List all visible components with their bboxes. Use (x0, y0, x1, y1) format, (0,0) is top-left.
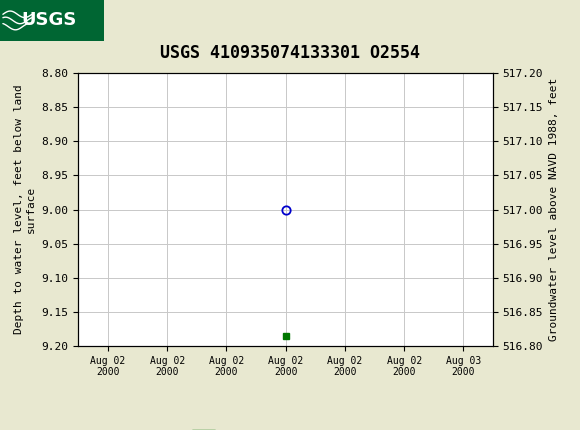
Text: USGS 410935074133301 O2554: USGS 410935074133301 O2554 (160, 44, 420, 62)
Bar (0, 0, 104, 41)
Text: USGS: USGS (21, 12, 77, 29)
Y-axis label: Depth to water level, feet below land
surface: Depth to water level, feet below land su… (14, 85, 36, 335)
Y-axis label: Groundwater level above NAVD 1988, feet: Groundwater level above NAVD 1988, feet (549, 78, 559, 341)
Legend: Period of approved data: Period of approved data (188, 425, 383, 430)
